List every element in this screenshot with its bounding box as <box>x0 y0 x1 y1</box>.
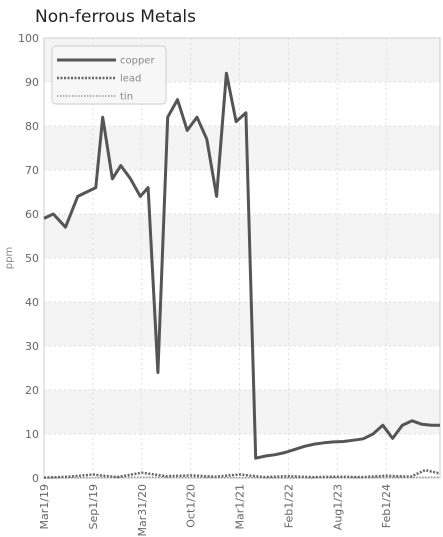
legend: copper lead tin <box>51 45 167 105</box>
plot-band <box>44 390 440 434</box>
series-line-lead <box>43 468 441 479</box>
x-tick-label: Mar1/21 <box>234 484 247 529</box>
y-tick-label: 40 <box>25 296 39 309</box>
y-axis-ticks: 0 10 20 30 40 50 60 70 80 90 100 <box>18 32 39 485</box>
x-tick-label: Feb1/24 <box>380 484 393 528</box>
plot-band <box>44 346 440 390</box>
x-axis-ticks: Mar1/19 Sep1/19 Mar31/20 Oct1/20 Mar1/21 Feb1… <box>38 484 393 536</box>
y-tick-label: 80 <box>25 120 39 133</box>
plot-band <box>44 302 440 346</box>
legend-label-tin: tin <box>120 92 133 103</box>
x-tick-label: Mar31/20 <box>136 484 149 536</box>
x-tick-label: Oct1/20 <box>185 484 198 528</box>
x-tick-label: Mar1/19 <box>38 484 51 529</box>
y-tick-label: 90 <box>25 76 39 89</box>
series-line-copper <box>43 71 440 460</box>
y-tick-label: 100 <box>18 32 39 45</box>
x-tick-label: Sep1/19 <box>87 484 100 529</box>
plot-band <box>44 126 440 170</box>
y-tick-label: 0 <box>32 472 39 485</box>
x-tick-label: Feb1/22 <box>282 484 295 528</box>
y-tick-label: 60 <box>25 208 39 221</box>
y-tick-label: 10 <box>25 428 39 441</box>
y-axis-label: ppm <box>4 247 15 269</box>
plot-band <box>44 214 440 258</box>
y-tick-label: 70 <box>25 164 39 177</box>
legend-label-copper: copper <box>120 56 155 67</box>
x-tick-label: Aug1/23 <box>331 484 344 530</box>
plot-band <box>44 434 440 478</box>
plot-background-bands <box>44 38 440 478</box>
series-lines <box>43 71 441 479</box>
y-tick-label: 30 <box>25 340 39 353</box>
legend-label-lead: lead <box>120 74 141 85</box>
y-tick-label: 20 <box>25 384 39 397</box>
y-tick-label: 50 <box>25 252 39 265</box>
plot-band <box>44 170 440 214</box>
chart-title: Non-ferrous Metals <box>35 7 197 27</box>
series-line-tin <box>43 476 441 479</box>
plot-band <box>44 258 440 302</box>
